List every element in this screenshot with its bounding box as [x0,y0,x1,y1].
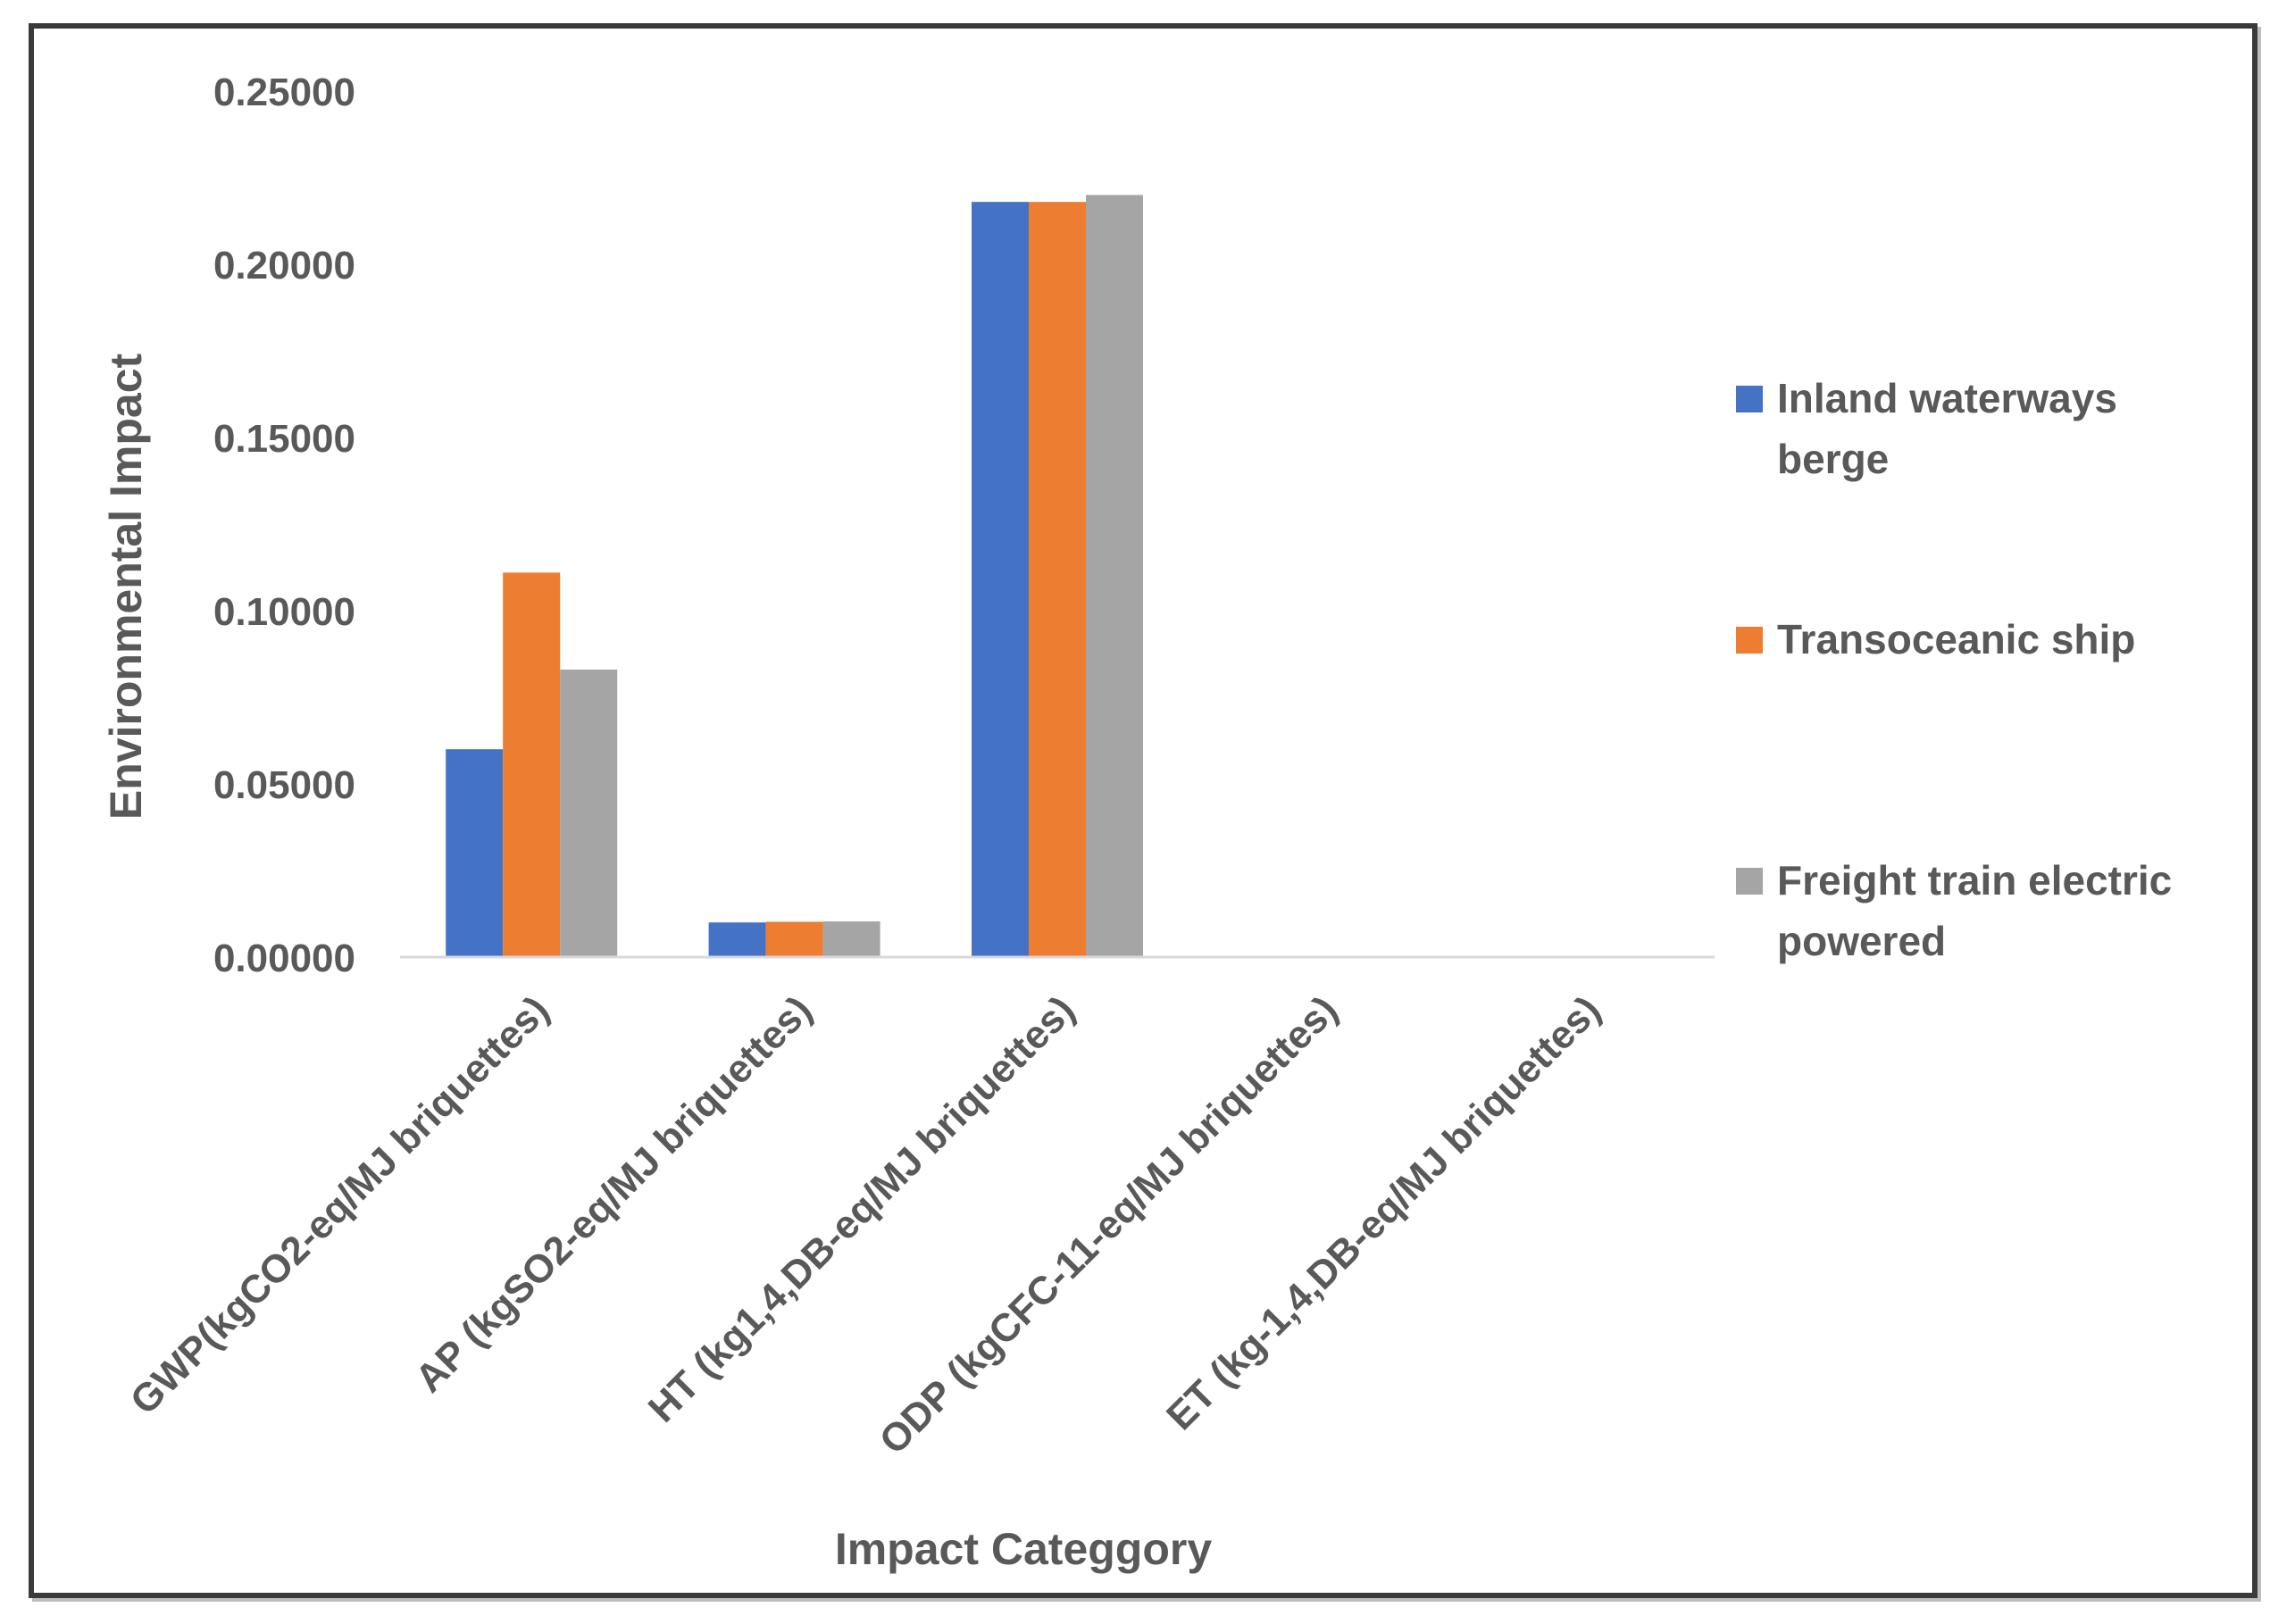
legend-swatch-2 [1736,627,1763,654]
bar-2-2 [765,921,823,957]
x-axis-title: Impact Categgory [835,1524,1213,1574]
bars [446,195,1143,957]
legend-label-3: powered [1777,918,1946,964]
chart-frame: 0.00000 0.05000 0.10000 0.15000 0.20000 0.250… [29,23,2257,1598]
bar-1-1 [446,749,504,957]
category-label: ODP (kgCFC-11-eq/MJ briquettes) [872,987,1347,1462]
y-tick-label: 0.20000 [213,244,355,287]
y-tick-label: 0.05000 [213,763,355,807]
y-tick-label: 0.25000 [213,71,355,114]
y-tick-label: 0.10000 [213,590,355,634]
y-tick-label: 0.00000 [213,937,355,980]
bar-3-2 [822,921,880,957]
legend-label-1: berge [1777,436,1889,482]
legend-label-3: Freight train electric [1777,857,2172,904]
legend-swatch-1 [1736,386,1763,412]
bar-chart: 0.00000 0.05000 0.10000 0.15000 0.20000 0.250… [101,71,2172,1574]
bar-3-3 [1086,195,1143,957]
category-label: HT (kg1,4,DB-eq/MJ briquettes) [640,987,1083,1430]
legend-label-1: Inland waterways [1777,375,2117,421]
bar-1-2 [708,922,766,957]
legend: Inland waterways berge Transoceanic ship Fr… [1736,375,2172,964]
bar-1-3 [972,202,1029,957]
y-axis-title: Environmental Impact [101,353,151,820]
category-label: ET (kg-1,4,DB-eq/MJ briquettes) [1158,987,1609,1438]
bar-2-3 [1029,202,1086,957]
legend-swatch-3 [1736,868,1763,895]
bar-3-1 [560,669,618,957]
category-labels: GWP(kgCO2-eq/MJ briquettes)AP (kgSO2-eq/… [122,987,1609,1462]
legend-label-2: Transoceanic ship [1777,616,2135,662]
category-label: GWP(kgCO2-eq/MJ briquettes) [122,987,558,1423]
y-axis-ticks: 0.00000 0.05000 0.10000 0.15000 0.20000 0.250… [213,71,355,980]
y-tick-label: 0.15000 [213,417,355,461]
bar-2-1 [503,572,561,957]
